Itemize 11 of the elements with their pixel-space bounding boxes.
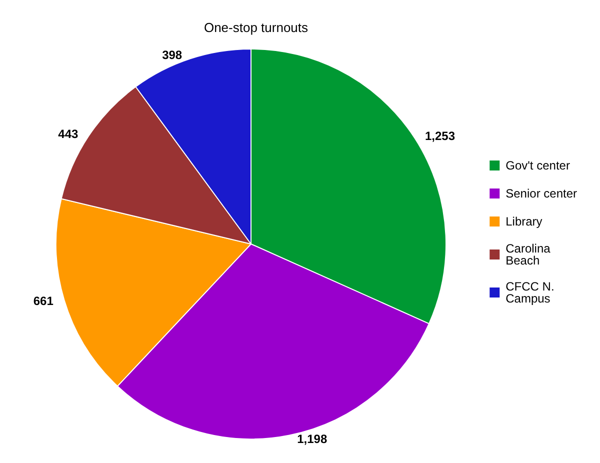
data-label: 1,198 <box>297 432 328 446</box>
chart-title: One-stop turnouts <box>204 20 309 35</box>
data-label: 1,253 <box>425 128 456 143</box>
legend-label: Library <box>506 214 542 228</box>
legend-label: Senior center <box>506 186 578 200</box>
data-label: 398 <box>162 48 182 62</box>
data-label: 661 <box>33 294 54 308</box>
data-label: 443 <box>58 126 79 141</box>
legend-label: Gov't center <box>506 158 570 172</box>
legend-label: Carolina Beach <box>506 242 554 268</box>
legend-label: CFCC N. Campus <box>506 280 558 306</box>
